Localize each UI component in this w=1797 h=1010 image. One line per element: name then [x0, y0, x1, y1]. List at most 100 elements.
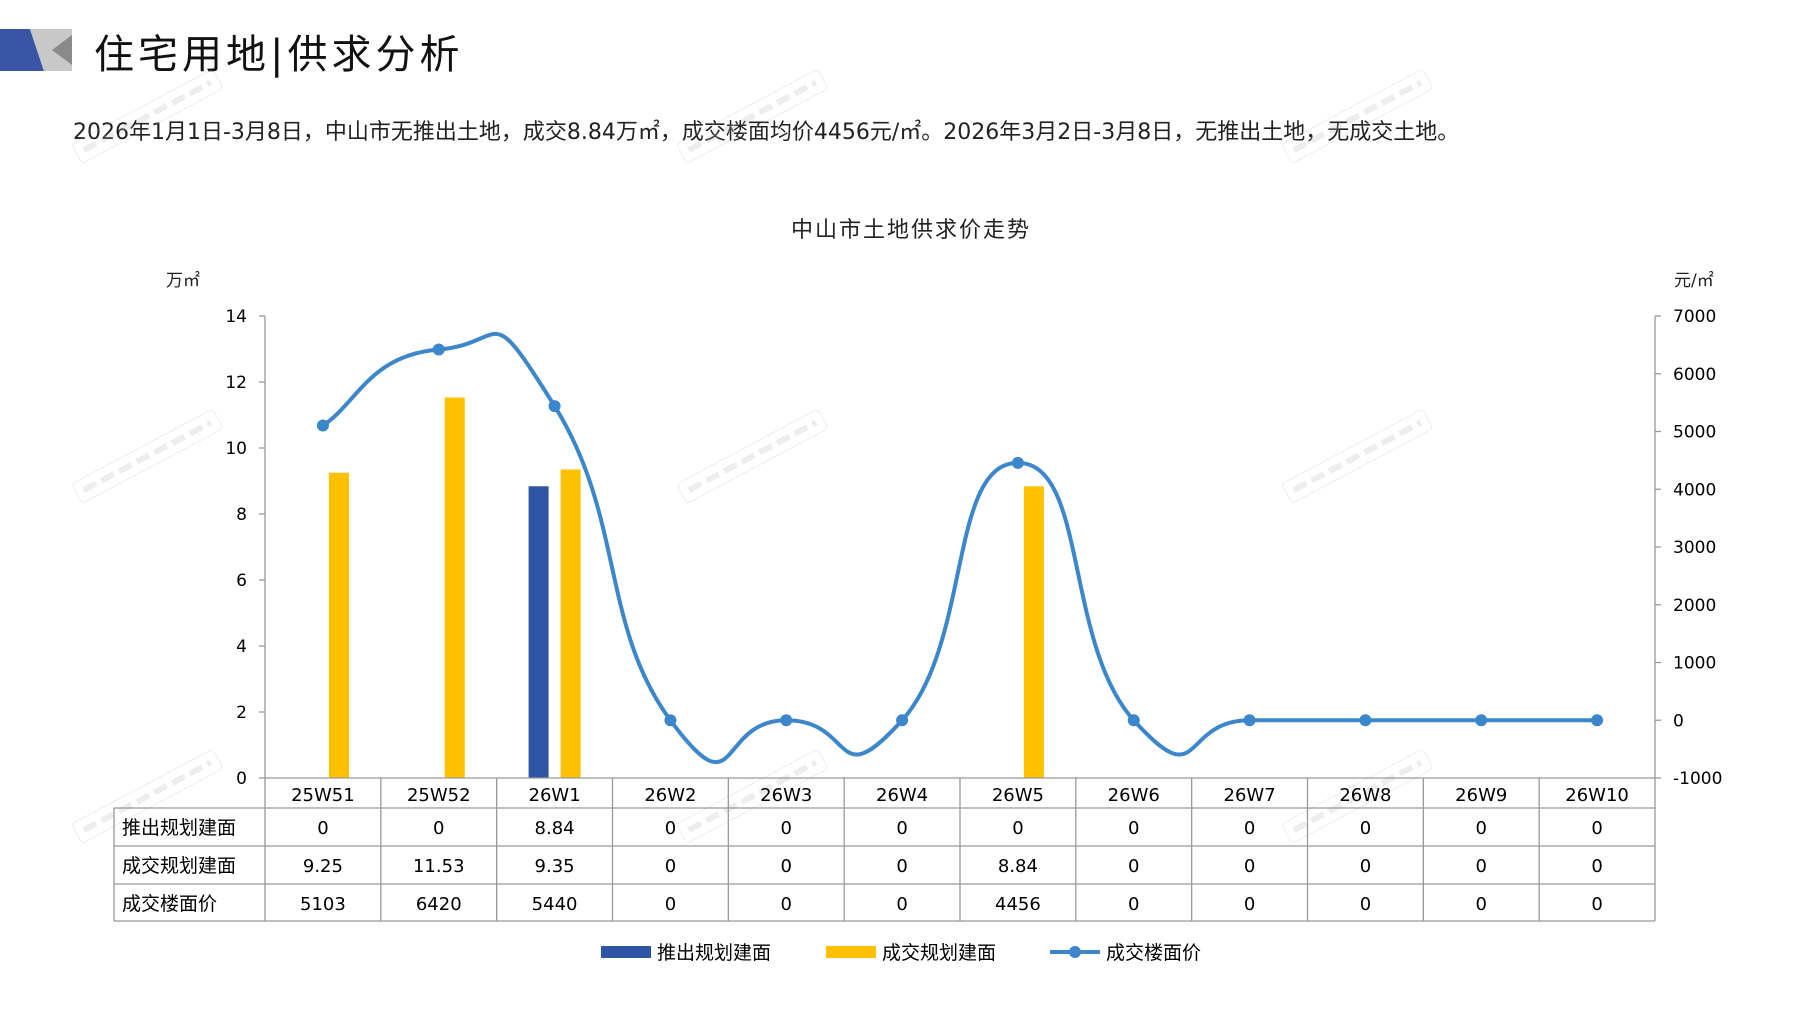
table-cell: 0 [781, 818, 792, 839]
left-tick-label: 12 [225, 373, 247, 393]
category-label: 26W10 [1565, 785, 1629, 806]
price-point [664, 714, 677, 727]
right-tick-label: -1000 [1673, 769, 1722, 789]
left-tick-label: 14 [225, 307, 247, 327]
table-row-header: 成交规划建面 [122, 855, 236, 877]
right-tick-label: 6000 [1673, 365, 1716, 385]
bar-supply [528, 486, 549, 778]
bar-deal [560, 469, 581, 778]
table-cell: 0 [1128, 856, 1139, 877]
table-cell: 0 [433, 818, 444, 839]
category-label: 26W4 [876, 785, 928, 806]
watermark [677, 409, 828, 503]
table-row-header: 推出规划建面 [122, 817, 236, 839]
table-cell: 8.84 [535, 818, 575, 839]
table-cell: 0 [1244, 856, 1255, 877]
table-cell: 0 [317, 818, 328, 839]
price-point [1359, 714, 1372, 727]
table-cell: 0 [781, 894, 792, 915]
table-cell: 0 [1360, 894, 1371, 915]
table-cell: 9.25 [303, 856, 343, 877]
price-point [896, 714, 909, 727]
category-label: 26W6 [1108, 785, 1160, 806]
watermark [72, 69, 223, 163]
left-tick-label: 6 [236, 571, 247, 591]
table-cell: 0 [1244, 818, 1255, 839]
table-cell: 0 [665, 856, 676, 877]
table-cell: 4456 [995, 894, 1041, 915]
category-label: 26W9 [1455, 785, 1507, 806]
category-label: 26W2 [644, 785, 696, 806]
table-cell: 8.84 [998, 856, 1038, 877]
category-label: 26W8 [1339, 785, 1391, 806]
table-cell: 0 [1476, 818, 1487, 839]
table-cell: 0 [665, 894, 676, 915]
table-cell: 0 [1128, 894, 1139, 915]
watermark [72, 409, 223, 503]
legend-supply-swatch [601, 946, 651, 958]
right-tick-label: 1000 [1673, 654, 1716, 674]
left-axis-unit: 万㎡ [166, 271, 200, 291]
table-cell: 0 [1591, 894, 1602, 915]
price-point [780, 714, 793, 727]
left-tick-label: 10 [225, 439, 247, 459]
price-line [321, 331, 1598, 765]
legend-deal-label: 成交规划建面 [882, 942, 996, 964]
table-cell: 0 [896, 856, 907, 877]
page-title: 住宅用地|供求分析 [94, 32, 464, 78]
right-tick-label: 4000 [1673, 480, 1716, 500]
table-cell: 5440 [532, 894, 578, 915]
category-label: 26W1 [529, 785, 581, 806]
price-point [1591, 714, 1604, 727]
category-label: 26W5 [992, 785, 1044, 806]
bar-deal [328, 472, 349, 778]
table-cell: 0 [1476, 894, 1487, 915]
legend-price-label: 成交楼面价 [1106, 942, 1201, 964]
price-point [548, 400, 561, 413]
legend-supply-label: 推出规划建面 [657, 942, 771, 964]
category-label: 26W7 [1224, 785, 1276, 806]
watermark [1282, 749, 1433, 843]
table-cell: 5103 [300, 894, 346, 915]
left-tick-label: 8 [236, 505, 247, 525]
table-cell: 0 [665, 818, 676, 839]
category-label: 25W51 [291, 785, 355, 806]
watermark [1282, 409, 1433, 503]
right-tick-label: 2000 [1673, 596, 1716, 616]
table-row-header: 成交楼面价 [122, 893, 217, 915]
table-cell: 11.53 [413, 856, 465, 877]
price-point [1243, 714, 1256, 727]
right-tick-label: 5000 [1673, 423, 1716, 443]
left-tick-label: 0 [236, 769, 247, 789]
watermark [677, 69, 828, 163]
price-point [316, 419, 329, 432]
table-cell: 0 [1128, 818, 1139, 839]
right-tick-label: 0 [1673, 711, 1684, 731]
right-axis-unit: 元/㎡ [1674, 271, 1714, 291]
bar-deal [1023, 486, 1044, 778]
legend-price-marker [1069, 946, 1081, 958]
chart-title: 中山市土地供求价走势 [790, 218, 1031, 243]
watermark [677, 749, 828, 843]
table-cell: 0 [1591, 856, 1602, 877]
table-cell: 0 [1360, 818, 1371, 839]
table-cell: 0 [1591, 818, 1602, 839]
table-cell: 0 [1244, 894, 1255, 915]
category-label: 26W3 [760, 785, 812, 806]
left-tick-label: 2 [236, 703, 247, 723]
category-label: 25W52 [407, 785, 471, 806]
bar-deal [444, 397, 465, 778]
table-cell: 0 [1476, 856, 1487, 877]
summary-text: 2026年1月1日-3月8日，中山市无推出土地，成交8.84万㎡，成交楼面均价4… [73, 120, 1460, 145]
table-cell: 0 [896, 894, 907, 915]
left-tick-label: 4 [236, 637, 247, 657]
logo [0, 29, 72, 71]
table-cell: 9.35 [535, 856, 575, 877]
price-point [1011, 456, 1024, 469]
table-cell: 0 [781, 856, 792, 877]
price-point [432, 343, 445, 356]
table-cell: 6420 [416, 894, 462, 915]
right-tick-label: 7000 [1673, 307, 1716, 327]
table-cell: 0 [896, 818, 907, 839]
